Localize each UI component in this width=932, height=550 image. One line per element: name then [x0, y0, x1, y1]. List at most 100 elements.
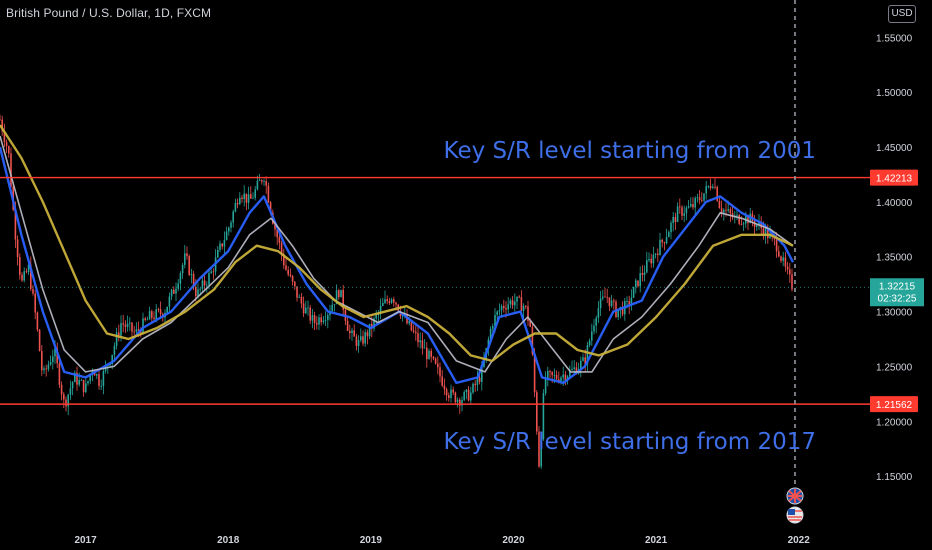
candle-body: [179, 273, 182, 284]
candle-body: [173, 289, 175, 294]
x-axis[interactable]: 2017 2018 2019 2020 2021 2022: [74, 535, 810, 546]
candle-body: [597, 308, 600, 318]
candle-body: [351, 330, 353, 334]
candle-body: [628, 300, 630, 306]
candle-body: [729, 209, 732, 214]
y-tick-label: 1.30000: [876, 308, 913, 319]
moving-average-mid-line: [0, 135, 794, 373]
candle-body: [335, 290, 338, 305]
x-tick-label: 2022: [788, 535, 811, 546]
candle-body: [538, 431, 540, 467]
candle-body: [778, 251, 780, 257]
candle-body: [452, 389, 454, 393]
candle-body: [547, 370, 549, 378]
x-tick-label: 2017: [74, 535, 97, 546]
moving-averages-layer: [0, 124, 795, 385]
candle-body: [316, 323, 318, 325]
candle-body: [692, 204, 694, 208]
candle-body: [659, 239, 661, 255]
candle-body: [274, 223, 276, 230]
candle-body: [661, 239, 663, 243]
candle-body: [463, 392, 465, 400]
candle-body: [111, 354, 113, 364]
candle-body: [296, 286, 298, 298]
candle-body: [626, 300, 628, 302]
candle-body: [122, 323, 124, 325]
candle-body: [67, 394, 69, 407]
candle-body: [199, 288, 201, 290]
currency-button[interactable]: USD: [888, 5, 916, 23]
countdown-timer: 02:32:25: [878, 293, 917, 304]
candle-body: [747, 216, 749, 224]
candle-body: [177, 283, 179, 289]
candle-body: [780, 256, 782, 261]
candle-body: [536, 392, 538, 432]
candle-body: [230, 222, 232, 228]
candle-body: [474, 383, 476, 385]
candle-body: [98, 374, 100, 387]
candle-body: [775, 239, 778, 252]
candle-body: [448, 395, 450, 398]
candle-body: [76, 372, 78, 385]
candle-body: [175, 288, 177, 294]
candle-body: [643, 272, 646, 275]
candle-body: [419, 340, 421, 343]
candle-body: [703, 193, 705, 201]
candle-body: [509, 300, 512, 305]
candle-body: [723, 209, 725, 213]
candle-body: [740, 223, 743, 225]
candle-body: [701, 200, 703, 201]
candle-body: [687, 206, 690, 208]
candle-body: [569, 370, 571, 377]
candle-body: [118, 332, 120, 336]
candle-body: [342, 289, 344, 310]
candle-body: [232, 211, 234, 223]
last-price-value: 1.32215: [879, 281, 916, 292]
candle-body: [736, 214, 738, 216]
candle-body: [221, 243, 223, 247]
candle-body: [487, 339, 490, 349]
candle-body: [791, 274, 793, 290]
x-tick-label: 2018: [217, 535, 240, 546]
sr-annotation: Key S/R level starting from 2017: [444, 429, 816, 455]
candle-body: [461, 399, 463, 406]
candle-body: [109, 363, 111, 366]
candle-body: [166, 306, 168, 313]
candle-body: [595, 317, 597, 326]
candle-body: [533, 354, 536, 393]
candle-body: [670, 222, 672, 233]
candle-body: [714, 186, 716, 188]
chart-title: British Pound / U.S. Dollar, 1D, FXCM: [6, 6, 212, 20]
candle-body: [635, 280, 637, 287]
event-icons[interactable]: [786, 487, 804, 524]
candle-body: [782, 257, 784, 261]
candle-body: [5, 142, 8, 147]
sr-levels-layer: [0, 0, 870, 490]
sr-level-badge: [870, 396, 918, 413]
candle-body: [459, 399, 461, 406]
candle-body: [302, 303, 305, 314]
candle-body: [382, 302, 384, 306]
candle-body: [646, 260, 648, 273]
candle-body: [507, 304, 509, 310]
candle-body: [320, 317, 322, 323]
y-tick-label: 1.25000: [876, 362, 913, 373]
candle-body: [300, 296, 303, 304]
candle-body: [454, 392, 457, 403]
y-axis[interactable]: 1.55000 1.50000 1.45000 1.40000 1.35000 1.300…: [876, 33, 913, 483]
candle-body: [511, 300, 514, 306]
candle-body: [236, 202, 239, 205]
candle-body: [712, 186, 714, 188]
candle-body: [654, 253, 657, 255]
candle-body: [309, 307, 311, 321]
candle-body: [170, 289, 173, 297]
candle-body: [140, 330, 142, 334]
candle-body: [144, 318, 146, 320]
candle-body: [621, 306, 624, 315]
candle-body: [327, 315, 329, 320]
candle-body: [496, 311, 498, 315]
candle-body: [665, 237, 668, 244]
candle-body: [32, 288, 34, 294]
candle-body: [525, 305, 527, 307]
